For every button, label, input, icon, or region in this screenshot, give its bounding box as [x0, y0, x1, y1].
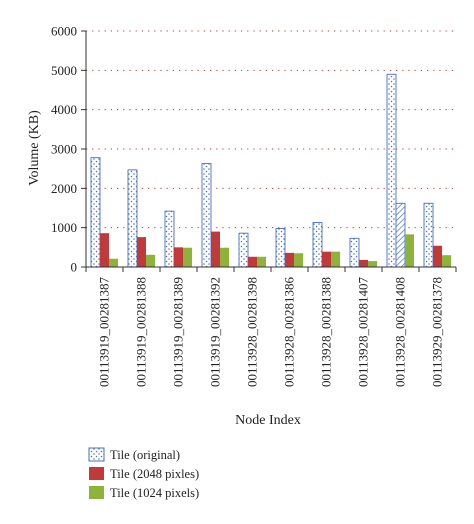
legend-label: Tile (2048 pixles) — [110, 467, 199, 481]
y-tick-label: 4000 — [51, 102, 77, 117]
x-tick-labels: 00113919_00281387 00113919_00281388 001139… — [97, 277, 445, 388]
x-tick-label: 00113928_00281388 — [319, 277, 334, 387]
x-tick-label: 00113919_00281388 — [134, 277, 149, 387]
bar — [368, 261, 377, 267]
y-tick-label: 5000 — [51, 63, 77, 78]
bar — [220, 247, 229, 267]
bar — [359, 259, 368, 267]
legend-swatch — [89, 467, 104, 480]
bar — [433, 245, 442, 267]
bar — [137, 237, 146, 267]
bar — [294, 253, 303, 267]
bar — [90, 157, 101, 268]
bar — [174, 247, 183, 267]
bar — [146, 254, 155, 267]
bar — [211, 231, 220, 267]
y-tick-label: 6000 — [51, 24, 77, 39]
bar — [386, 73, 397, 268]
x-tick-label: 00113919_00281392 — [208, 277, 223, 387]
x-tick-label: 00113928_00281407 — [356, 277, 371, 388]
bar — [238, 232, 249, 268]
x-tick-label: 00113919_00281387 — [97, 277, 112, 388]
bar — [100, 233, 109, 267]
bars — [90, 73, 451, 268]
legend-swatch — [88, 447, 105, 462]
bar — [183, 247, 192, 267]
y-axis-title: Volume (KB) — [27, 110, 42, 186]
bar — [442, 255, 451, 267]
x-tick-label: 00113919_00281389 — [171, 277, 186, 387]
y-tick-label: 0 — [71, 260, 78, 275]
bar — [405, 234, 414, 267]
gridlines — [86, 30, 456, 229]
y-tick-labels: 0 1000 2000 3000 4000 5000 6000 — [51, 24, 77, 275]
bar — [248, 256, 257, 267]
bar — [349, 237, 360, 268]
bar — [285, 252, 294, 267]
legend-label: Tile (1024 pixels) — [110, 486, 199, 500]
legend-swatch — [89, 486, 104, 499]
bar — [127, 169, 138, 268]
bar — [322, 251, 331, 267]
bar — [423, 202, 434, 268]
x-tick-label: 00113928_00281398 — [245, 277, 260, 387]
x-axis-title: Node Index — [235, 413, 301, 428]
bar — [275, 228, 286, 268]
bar — [201, 163, 212, 268]
x-tick-label: 00113928_00281386 — [282, 277, 297, 388]
bar — [257, 256, 266, 267]
legend-label: Tile (original) — [110, 448, 180, 462]
y-tick-label: 1000 — [51, 220, 77, 235]
axes — [81, 30, 457, 272]
bar — [395, 202, 406, 268]
y-tick-label: 3000 — [51, 142, 77, 157]
legend: Tile (original) Tile (2048 pixles) Tile (1… — [88, 447, 199, 500]
y-tick-label: 2000 — [51, 181, 77, 196]
bar — [331, 251, 340, 267]
bar — [164, 210, 175, 268]
bar — [312, 222, 323, 268]
x-tick-label: 00113929_00281378 — [430, 277, 445, 387]
bar — [109, 258, 118, 267]
x-tick-label: 00113928_00281408 — [393, 277, 408, 387]
